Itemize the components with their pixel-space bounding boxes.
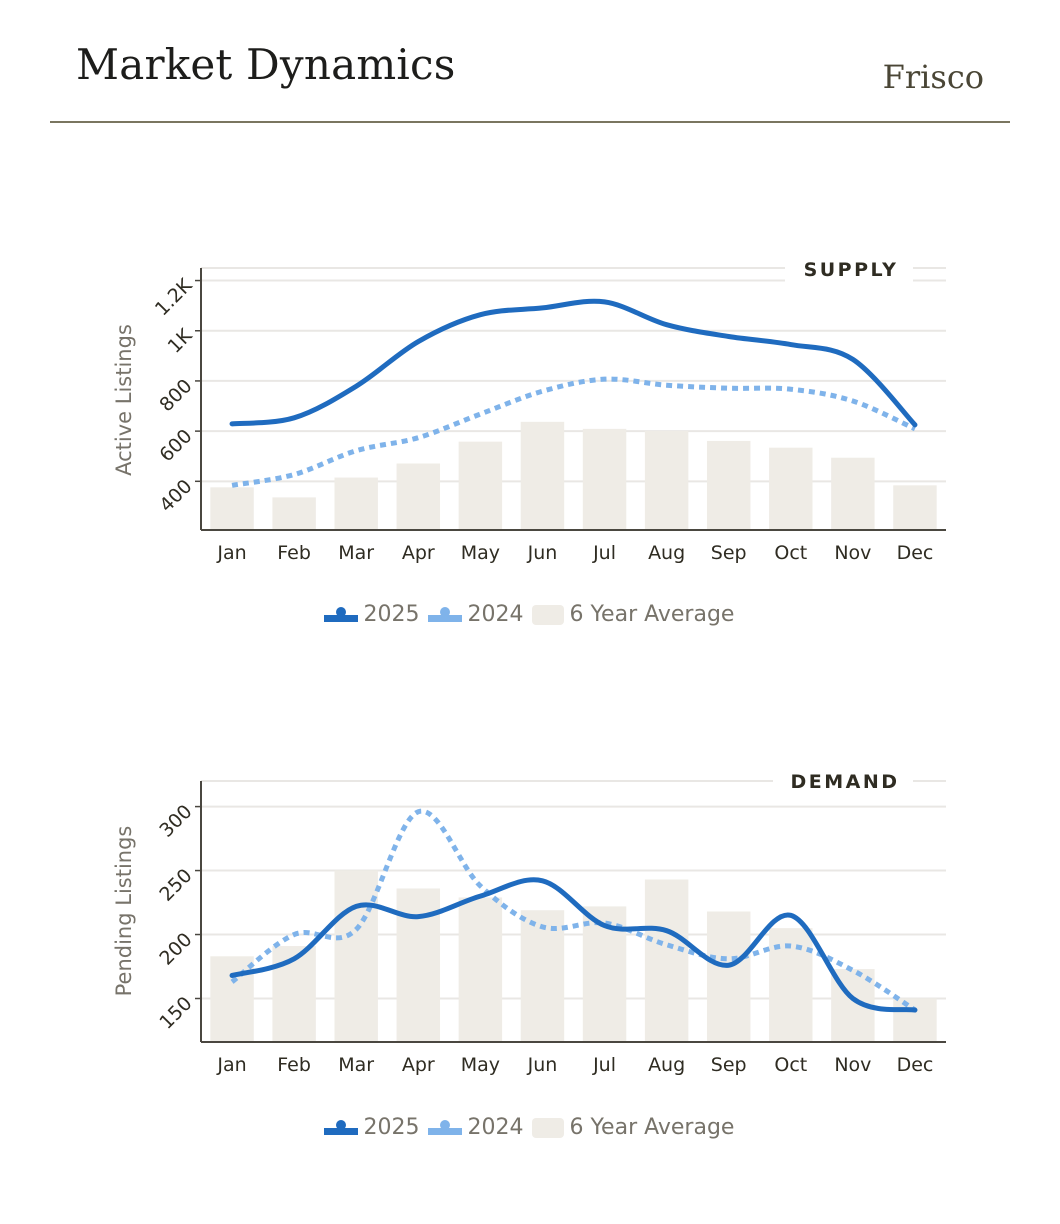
supply-axes [200, 268, 946, 531]
legend-item-2025[interactable]: 2025 [323, 1115, 422, 1140]
line-2025-swatch-icon [323, 1118, 358, 1138]
demand-line-2025 [229, 877, 918, 1013]
legend-label: 2024 [467, 1115, 524, 1140]
supply-section-label-bg [785, 255, 913, 285]
supply-average-bar-jul [582, 428, 627, 530]
supply-average-bar-oct [769, 447, 813, 530]
legend-label: 2025 [363, 602, 420, 627]
demand-average-bars [210, 870, 937, 1042]
demand-section-label-bg [773, 767, 913, 797]
legend-item-6-year-average[interactable]: 6 Year Average [531, 602, 737, 627]
supply-average-bar-jun [520, 421, 565, 530]
demand-y-axis-label: Pending Listings [112, 826, 136, 997]
demand-average-bar-may [458, 897, 503, 1042]
demand-x-tick-label: Feb [277, 1054, 311, 1076]
demand-x-tick-label: Dec [897, 1054, 934, 1076]
demand-x-tick-label: Sep [711, 1054, 747, 1076]
demand-y-ticks: 150 200 250 300 [155, 801, 201, 1034]
demand-lines [229, 808, 918, 1013]
supply-average-bar-nov [831, 457, 875, 530]
supply-x-tick-label: Feb [277, 542, 311, 564]
demand-average-bar-jun [520, 910, 565, 1042]
legend-item-2025[interactable]: 2025 [323, 602, 422, 627]
supply-x-tick-label: Jan [216, 542, 246, 564]
demand-x-tick-label: Nov [834, 1054, 871, 1076]
supply-x-tick-label: Oct [774, 542, 807, 564]
header-divider [50, 121, 1010, 123]
bar-swatch-icon [531, 604, 564, 625]
supply-average-bar-may [458, 441, 503, 530]
city-name: Frisco [882, 58, 984, 96]
supply-x-tick-label: Jul [592, 542, 616, 564]
demand-chart: 150 200 250 300 Jan Feb Mar Apr May Jun Jul Aug Sep… [112, 767, 946, 1076]
supply-line-2025 [229, 298, 918, 428]
demand-x-ticks: Jan Feb Mar Apr May Jun Jul Aug Sep Oct Nov Dec [216, 1054, 933, 1076]
supply-x-tick-label: Mar [338, 542, 374, 564]
legend-label: 6 Year Average [569, 602, 735, 627]
line-2024-swatch-icon [427, 605, 462, 625]
demand-x-tick-label: Mar [338, 1054, 374, 1076]
supply-x-ticks: Jan Feb Mar Apr May Jun Jul Aug Sep Oct Nov Dec [216, 542, 933, 564]
supply-lines [229, 298, 918, 488]
supply-x-tick-label: Apr [402, 542, 435, 564]
legend-item-6-year-average[interactable]: 6 Year Average [531, 1115, 737, 1140]
supply-average-bar-sep [706, 440, 751, 530]
supply-average-bar-jan [210, 487, 254, 530]
legend-label: 6 Year Average [569, 1115, 735, 1140]
demand-average-bar-sep [706, 911, 751, 1042]
demand-legend: 2025 2024 6 Year Average [0, 1115, 1060, 1140]
supply-average-bars [210, 421, 937, 530]
supply-legend: 2025 2024 6 Year Average [0, 602, 1060, 627]
supply-section-label: SUPPLY [804, 259, 899, 281]
supply-x-tick-label: Jun [527, 542, 558, 564]
supply-x-tick-label: Nov [834, 542, 871, 564]
supply-average-bar-feb [272, 497, 316, 530]
demand-x-tick-label: Jan [216, 1054, 246, 1076]
line-2024-swatch-icon [427, 1118, 462, 1138]
demand-y-tick-label: 150 [155, 992, 196, 1033]
legend-item-2024[interactable]: 2024 [427, 602, 526, 627]
demand-average-bar-mar [334, 870, 378, 1042]
demand-x-tick-label: Oct [774, 1054, 807, 1076]
demand-x-tick-label: May [461, 1054, 500, 1076]
demand-y-tick-label: 300 [155, 801, 196, 842]
demand-average-bar-feb [272, 946, 316, 1042]
demand-average-bar-jan [210, 956, 254, 1042]
demand-section-label: DEMAND [790, 771, 899, 793]
bar-swatch-icon [531, 1117, 564, 1138]
supply-average-bar-dec [893, 485, 937, 530]
legend-item-2024[interactable]: 2024 [427, 1115, 526, 1140]
supply-x-tick-label: Sep [711, 542, 747, 564]
demand-x-tick-label: Jul [592, 1054, 616, 1076]
supply-average-bar-aug [644, 430, 689, 530]
line-2025-swatch-icon [323, 605, 358, 625]
legend-label: 2024 [467, 602, 524, 627]
supply-y-axis-label: Active Listings [112, 324, 136, 476]
page-header: Market Dynamics Frisco [50, 0, 1010, 124]
demand-x-tick-label: Aug [648, 1054, 685, 1076]
page-title: Market Dynamics [76, 40, 456, 89]
demand-x-tick-label: Apr [402, 1054, 435, 1076]
demand-x-tick-label: Jun [527, 1054, 558, 1076]
supply-x-tick-label: Dec [897, 542, 934, 564]
demand-average-bar-dec [893, 998, 937, 1042]
demand-line-2024 [230, 808, 917, 1013]
demand-average-bar-aug [644, 879, 689, 1042]
supply-x-tick-label: Aug [648, 542, 685, 564]
supply-average-bar-apr [396, 463, 441, 530]
legend-label: 2025 [363, 1115, 420, 1140]
demand-y-tick-label: 250 [155, 865, 196, 906]
supply-x-tick-label: May [461, 542, 500, 564]
supply-average-bar-mar [334, 477, 378, 530]
supply-line-2024 [231, 376, 916, 488]
demand-y-tick-label: 200 [155, 929, 196, 970]
